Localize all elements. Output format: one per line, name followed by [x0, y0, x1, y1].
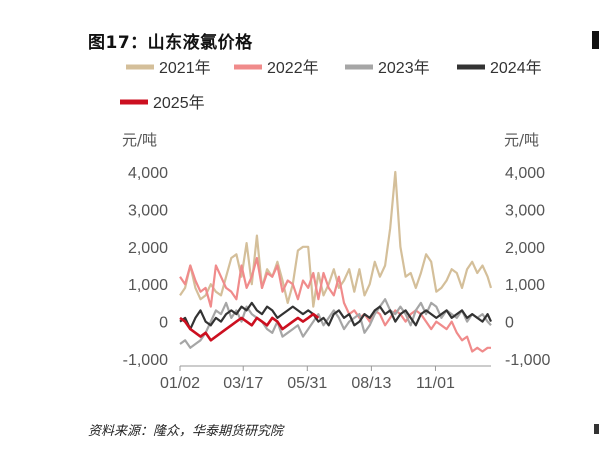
y-tick-left: 2,000	[128, 240, 168, 257]
plot-area	[179, 170, 493, 353]
series-line-4	[179, 301, 493, 331]
legend-label-4: 2024年	[490, 59, 542, 77]
series-line-3	[179, 298, 492, 349]
legend-label-3: 2023年	[378, 59, 430, 77]
y-tick-left: 1,000	[128, 277, 168, 294]
legend-label-1: 2021年	[159, 59, 211, 77]
legend-label-5: 2025年	[153, 94, 205, 112]
chart-title: 图17：山东液氯价格	[88, 33, 253, 53]
x-tick-label: 11/01	[416, 375, 455, 392]
right-y-axis: -1,000 0 1,000 2,000 3,000 4,000	[505, 165, 550, 369]
y-tick-right: 2,000	[505, 240, 545, 257]
series-line-1	[179, 170, 493, 308]
x-tick-label: 03/17	[223, 375, 263, 392]
y-tick-left: 4,000	[128, 165, 168, 182]
right-unit-label: 元/吨	[504, 131, 539, 149]
legend: 2021年 2022年 2023年 2024年 2025年	[120, 59, 542, 112]
series-line-2	[179, 256, 491, 353]
series-line-5	[179, 312, 320, 342]
x-tick-label: 01/02	[160, 375, 200, 392]
y-tick-left: 0	[159, 315, 168, 332]
y-tick-left: 3,000	[128, 202, 168, 219]
left-unit-label: 元/吨	[122, 131, 157, 149]
y-tick-right: 0	[505, 315, 514, 332]
adjacent-figure-edge-bottom	[594, 424, 599, 434]
y-tick-right: -1,000	[505, 352, 550, 369]
y-tick-right: 4,000	[505, 165, 545, 182]
y-tick-right: 3,000	[505, 202, 545, 219]
x-tick-label: 08/13	[351, 375, 391, 392]
legend-label-2: 2022年	[267, 59, 319, 77]
adjacent-figure-edge	[592, 31, 599, 49]
y-tick-left: -1,000	[123, 352, 168, 369]
x-tick-label: 05/31	[287, 375, 327, 392]
source-note: 资料来源：隆众，华泰期货研究院	[88, 424, 284, 439]
x-axis: 01/02 03/17 05/31 08/13 11/01	[160, 366, 455, 392]
left-y-axis: -1,000 0 1,000 2,000 3,000 4,000	[123, 165, 168, 369]
y-tick-right: 1,000	[505, 277, 545, 294]
